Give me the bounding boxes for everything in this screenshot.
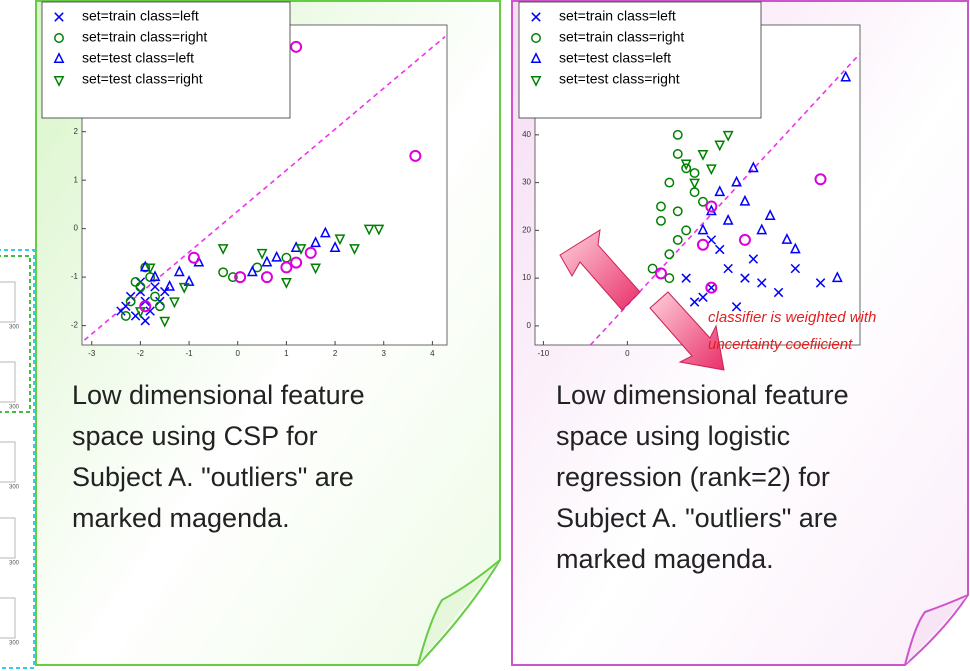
caption-line: Low dimensional feature [72,380,365,410]
strip-label: 300 [9,405,20,411]
strip-label: 300 [9,641,20,647]
x-tick-label: 3 [382,349,387,358]
caption-line: regression (rank=2) for [556,462,830,492]
caption-line: space using logistic [556,421,790,451]
x-tick-label: 0 [236,349,241,358]
y-tick-label: -2 [71,321,79,330]
x-tick-label: 1 [284,349,289,358]
panel-csp: -3-2-101234-2-1012 set=train class=lefts… [36,1,500,665]
y-tick-label: 0 [74,224,79,233]
x-tick-label: -10 [538,349,550,358]
x-tick-label: -3 [88,349,96,358]
legend-label: set=test class=right [82,71,203,87]
caption-line: space using CSP for [72,421,318,451]
x-tick-label: -2 [137,349,145,358]
x-tick-label: 2 [333,349,338,358]
y-tick-label: 1 [74,175,79,184]
y-tick-label: 40 [522,130,531,139]
legend-label: set=test class=left [82,50,194,66]
x-tick-label: 0 [625,349,630,358]
legend-label: set=train class=left [82,8,199,24]
legend-label: set=train class=right [559,29,684,45]
legend-label: set=train class=left [559,8,676,24]
y-tick-label: 10 [522,273,531,282]
strip-label: 300 [9,485,20,491]
annotation: classifier is weighted with [708,309,876,326]
legend: set=train class=left set=train class=righ… [519,2,761,118]
x-tick-label: -1 [186,349,194,358]
caption-line: marked magenda. [556,544,774,574]
slide: 300 300 300 300 300 -3-2-101234-2-1012 s… [0,0,970,671]
annotation: uncertainty coefiicient [708,336,853,353]
legend-label: set=test class=right [559,71,680,87]
left-strip: 300 300 300 300 300 [0,250,34,668]
caption-line: Low dimensional feature [556,380,849,410]
strip-label: 300 [9,325,20,331]
legend-label: set=test class=left [559,50,671,66]
panel-logistic: -100010203040 set=train class=leftset=tr… [512,1,968,665]
y-tick-label: 30 [522,178,531,187]
caption-line: marked magenda. [72,503,290,533]
y-tick-label: 20 [522,225,531,234]
caption-line: Subject A. "outliers" are [556,503,838,533]
caption-line: Subject A. "outliers" are [72,462,354,492]
y-tick-label: 2 [74,127,79,136]
strip-label: 300 [9,561,20,567]
legend: set=train class=left set=train class=righ… [42,2,290,118]
y-tick-label: -1 [71,272,79,281]
legend-label: set=train class=right [82,29,207,45]
y-tick-label: 0 [527,321,532,330]
x-tick-label: 4 [430,349,435,358]
